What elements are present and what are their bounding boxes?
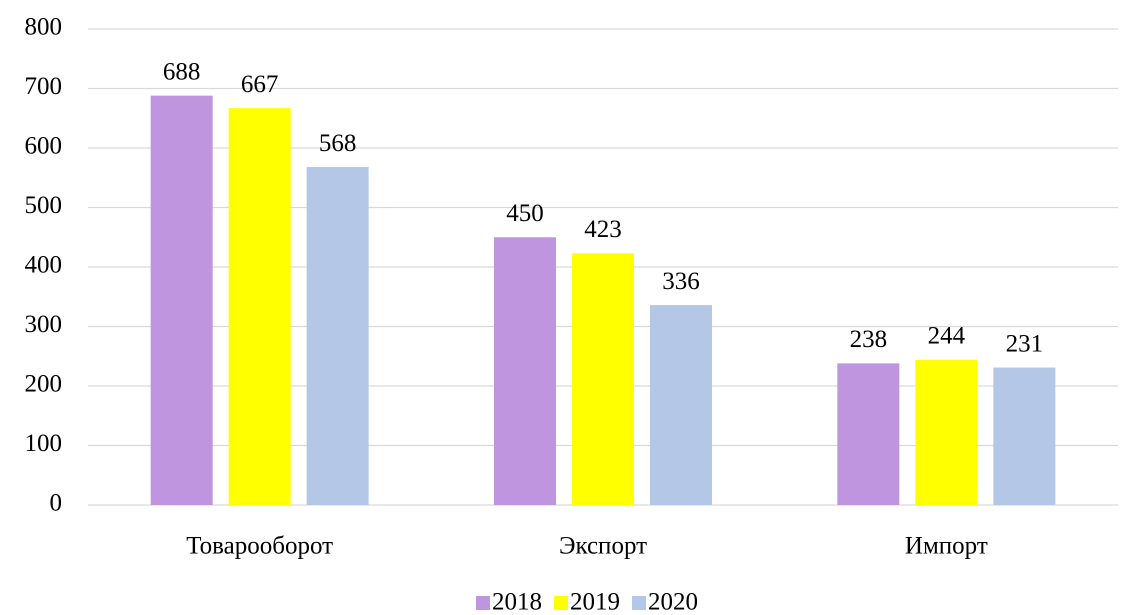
- x-tick-label: Товарооборот: [186, 533, 333, 560]
- data-label: 244: [928, 323, 966, 350]
- legend-swatch: [632, 596, 646, 610]
- legend-swatch: [554, 596, 568, 610]
- data-label: 238: [850, 326, 888, 353]
- bar: [150, 95, 213, 505]
- bar: [837, 363, 900, 505]
- y-tick-label: 400: [25, 252, 63, 279]
- x-tick-label: Экспорт: [559, 533, 647, 560]
- data-label: 568: [319, 130, 357, 157]
- y-tick-label: 0: [50, 490, 63, 517]
- y-tick-label: 200: [25, 371, 63, 398]
- y-tick-label: 300: [25, 311, 63, 338]
- y-tick-label: 700: [25, 73, 63, 100]
- data-label: 688: [163, 58, 201, 85]
- y-tick-label: 800: [25, 14, 63, 41]
- data-label: 423: [584, 216, 622, 243]
- bar: [650, 305, 712, 505]
- data-label: 450: [506, 200, 544, 227]
- y-tick-label: 500: [25, 192, 63, 219]
- y-tick-label: 600: [25, 133, 63, 160]
- legend-label: 2019: [570, 589, 620, 615]
- bar: [228, 108, 291, 505]
- legend-label: 2020: [648, 589, 698, 615]
- bar: [494, 237, 556, 505]
- bar: [993, 367, 1056, 505]
- data-label: 336: [662, 268, 700, 295]
- data-label: 231: [1006, 330, 1044, 357]
- legend-swatch: [476, 596, 490, 610]
- legend-label: 2018: [492, 589, 542, 615]
- x-tick-label: Импорт: [905, 533, 988, 560]
- data-label: 667: [241, 71, 279, 98]
- bar: [572, 253, 634, 505]
- y-tick-label: 100: [25, 430, 63, 457]
- bar: [915, 359, 978, 505]
- bar: [306, 167, 369, 506]
